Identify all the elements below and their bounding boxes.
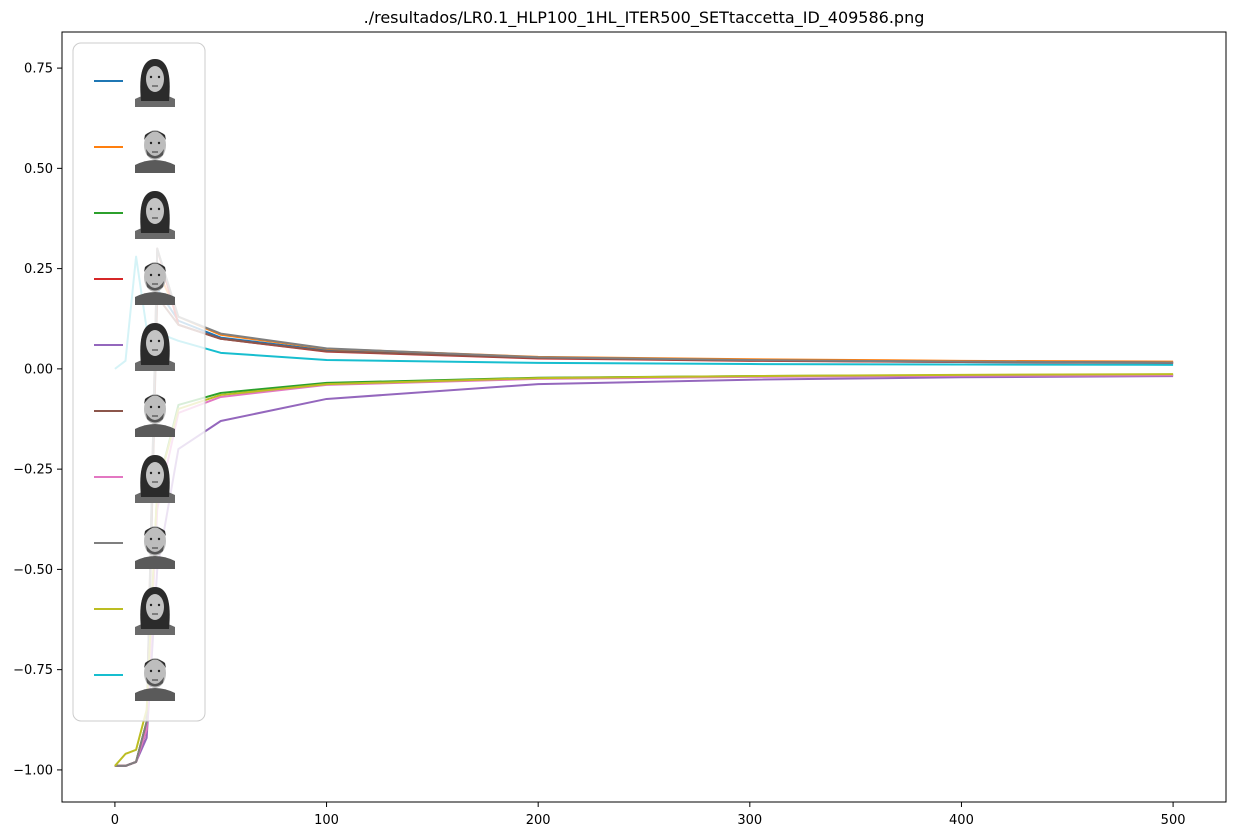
y-tick-label: −0.75: [13, 663, 53, 678]
legend-face-icon-7: [135, 455, 175, 503]
y-tick-label: −0.50: [13, 563, 53, 578]
legend-face-icon-5: [135, 323, 175, 371]
y-tick-label: −1.00: [13, 763, 53, 778]
legend-face-icon-4: [135, 262, 175, 305]
legend-face-icon-9: [135, 587, 175, 635]
legend-box: [72, 42, 206, 722]
x-tick-label: 200: [526, 813, 551, 828]
legend: [72, 42, 206, 722]
x-tick-label: 300: [737, 813, 762, 828]
legend-face-icon-8: [135, 526, 175, 569]
chart-title: ./resultados/LR0.1_HLP100_1HL_ITER500_SE…: [364, 8, 925, 28]
x-tick-label: 100: [314, 813, 339, 828]
y-tick-label: 0.50: [24, 162, 53, 177]
legend-face-icon-1: [135, 59, 175, 107]
legend-face-icon-10: [135, 658, 175, 701]
legend-face-icon-6: [135, 394, 175, 437]
x-tick-label: 0: [111, 813, 119, 828]
y-tick-label: 0.00: [24, 362, 53, 377]
y-tick-label: 0.25: [24, 262, 53, 277]
y-axis: 0.75 0.50 0.25 0.00 −0.25 −0.50 −0.75 −1.00: [13, 62, 62, 778]
x-tick-label: 400: [949, 813, 974, 828]
legend-face-icon-2: [135, 130, 175, 173]
x-axis: 0 100 200 300 400 500: [111, 802, 1186, 828]
legend-face-icon-3: [135, 191, 175, 239]
x-tick-label: 500: [1161, 813, 1186, 828]
y-tick-label: −0.25: [13, 463, 53, 478]
axes-frame: [61, 31, 1227, 803]
y-tick-label: 0.75: [24, 62, 53, 77]
